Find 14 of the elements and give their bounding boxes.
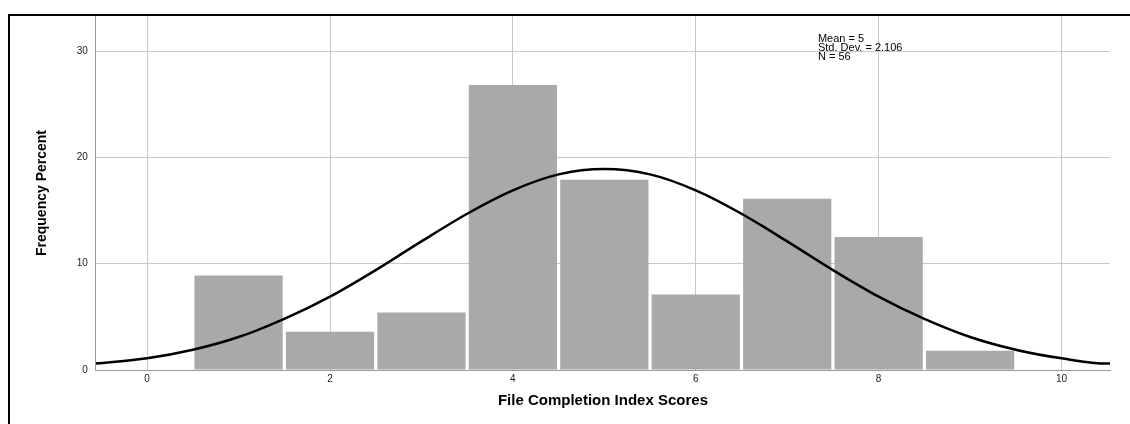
x-tick-label: 10 <box>1055 372 1068 384</box>
y-axis-title: Frequency Percent <box>33 129 50 257</box>
y-tick-label: 0 <box>82 363 89 375</box>
x-axis-title: File Completion Index Scores <box>497 391 708 409</box>
x-tick-label: 0 <box>144 372 151 384</box>
y-tick-label: 10 <box>76 257 89 269</box>
x-tick-label: 8 <box>875 372 882 384</box>
line-series <box>95 167 1110 365</box>
y-tick-label: 30 <box>76 44 89 56</box>
y-tick-label: 20 <box>76 151 89 163</box>
annotation: Mean = 5 <box>817 31 865 44</box>
x-tick-label: 2 <box>327 372 334 384</box>
x-tick-label: 6 <box>692 372 699 384</box>
x-tick-label: 4 <box>510 372 517 384</box>
